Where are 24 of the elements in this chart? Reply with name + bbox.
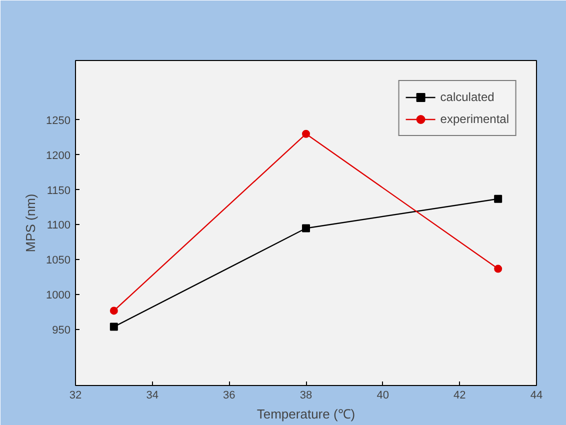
y-tick-label: 1100 bbox=[46, 220, 70, 232]
legend-label: experimental bbox=[440, 112, 509, 126]
legend-label: calculated bbox=[440, 90, 494, 104]
y-tick-label: 1050 bbox=[46, 254, 71, 267]
x-tick-label: 34 bbox=[146, 390, 158, 402]
point bbox=[110, 322, 118, 331]
y-tick-label: 950 bbox=[52, 324, 71, 337]
y-tick-label: 1000 bbox=[46, 290, 71, 302]
y-axis-title: MPS (nm) bbox=[23, 194, 38, 252]
point bbox=[494, 194, 502, 203]
x-axis-title: Temperature (℃) bbox=[256, 406, 356, 422]
point bbox=[302, 224, 310, 232]
x-tick-label: 40 bbox=[376, 390, 389, 402]
x-tick-label: 32 bbox=[69, 390, 82, 402]
y-tick-label: 1250 bbox=[46, 114, 71, 127]
x-tick-label: 42 bbox=[454, 390, 466, 402]
y-tick-label: 1200 bbox=[46, 150, 71, 162]
x-tick-label: 38 bbox=[300, 390, 312, 402]
x-tick-label: 44 bbox=[530, 390, 543, 402]
x-tick-label: 36 bbox=[223, 390, 236, 402]
y-tick-label: 1150 bbox=[46, 184, 70, 197]
point bbox=[110, 306, 118, 315]
point bbox=[302, 130, 310, 138]
point bbox=[494, 264, 502, 273]
